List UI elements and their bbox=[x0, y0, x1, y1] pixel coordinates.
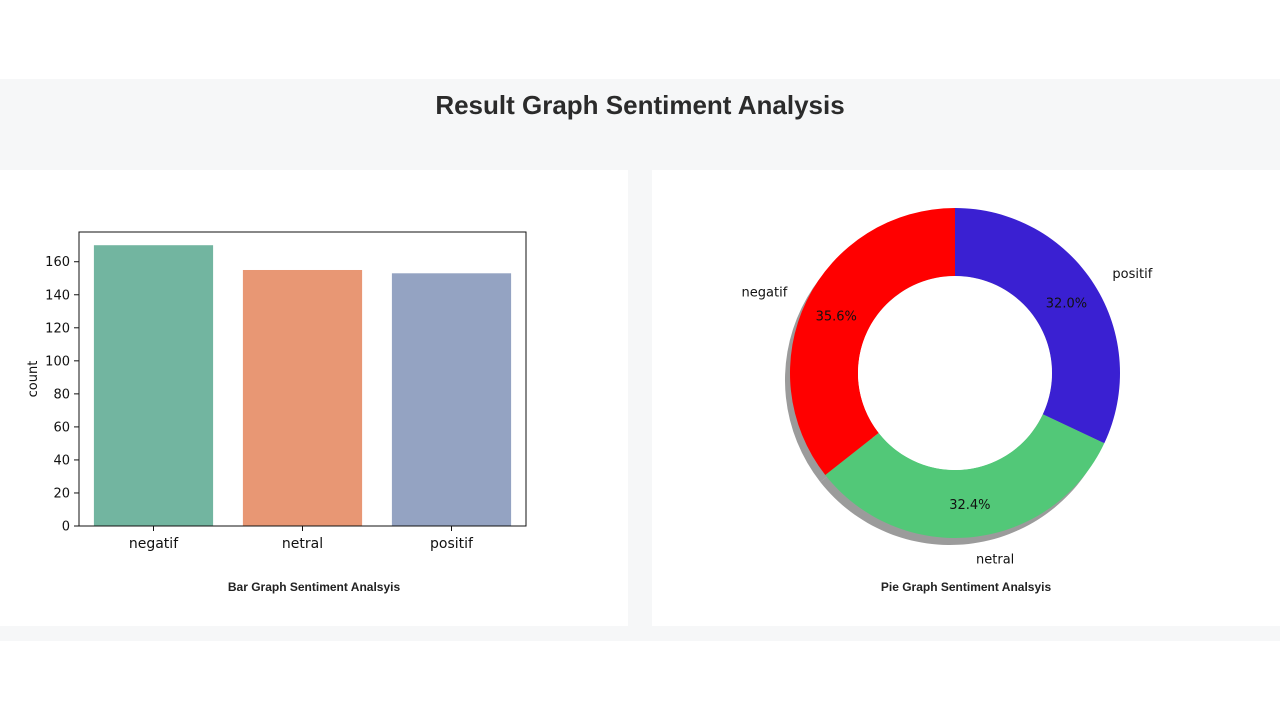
pie-chart-caption: Pie Graph Sentiment Analsyis bbox=[880, 580, 1052, 594]
x-tick-label: netral bbox=[282, 536, 323, 552]
x-tick-label: positif bbox=[430, 536, 474, 552]
page-title: Result Graph Sentiment Analysis bbox=[435, 90, 845, 120]
slice-label-positif: positif bbox=[1112, 267, 1152, 282]
slice-label-netral: netral bbox=[976, 552, 1014, 567]
pie-chart-card: positif 32.0% netral 32.4% negatif 35.6% Pie … bbox=[652, 170, 1280, 626]
bar-negatif bbox=[93, 245, 214, 526]
pie-chart: positif 32.0% netral 32.4% negatif 35.6% bbox=[742, 208, 1153, 567]
y-tick-label: 160 bbox=[45, 255, 70, 270]
slice-percent-positif: 32.0% bbox=[1046, 296, 1087, 311]
y-tick-label: 40 bbox=[53, 453, 70, 468]
bar-netral bbox=[242, 269, 363, 526]
y-tick-label: 100 bbox=[45, 354, 70, 369]
slice-netral bbox=[825, 414, 1105, 539]
x-tick-label: negatif bbox=[129, 536, 179, 552]
slice-negatif bbox=[789, 208, 955, 475]
bar-chart: negatif netral positif 0 20 40 60 80 100 120 140 16… bbox=[26, 231, 527, 552]
slice-label-negatif: negatif bbox=[742, 285, 788, 300]
slice-positif bbox=[955, 208, 1121, 444]
slice-percent-negatif: 35.6% bbox=[816, 309, 857, 324]
y-tick-label: 120 bbox=[45, 321, 70, 336]
y-tick-label: 80 bbox=[53, 387, 70, 402]
y-axis-label: count bbox=[26, 361, 41, 398]
bar-positif bbox=[391, 273, 512, 526]
bar-chart-caption: Bar Graph Sentiment Analsyis bbox=[227, 580, 401, 594]
donut-hole bbox=[858, 276, 1052, 470]
y-tick-label: 60 bbox=[53, 420, 70, 435]
y-tick-label: 0 bbox=[62, 520, 70, 535]
y-tick-label: 140 bbox=[45, 288, 70, 303]
plot-frame bbox=[78, 231, 527, 527]
slice-percent-netral: 32.4% bbox=[949, 498, 990, 513]
y-tick-label: 20 bbox=[53, 486, 70, 501]
bar-chart-card: negatif netral positif 0 20 40 60 80 100 120 140 16… bbox=[0, 170, 628, 626]
